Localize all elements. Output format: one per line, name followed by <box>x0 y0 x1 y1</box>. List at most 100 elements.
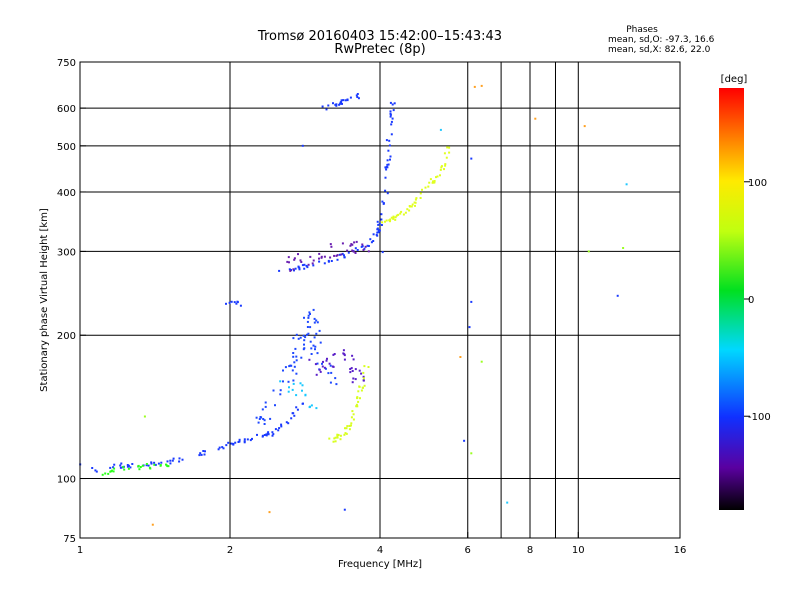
scatter-point <box>394 216 397 219</box>
colorbar-tick-label: -100 <box>748 412 771 423</box>
scatter-point <box>307 332 310 335</box>
scatter-point <box>286 260 289 263</box>
grid-lines <box>80 62 680 538</box>
scatter-point <box>306 266 309 269</box>
scatter-point <box>137 465 140 468</box>
scatter-point <box>344 99 347 102</box>
scatter-point <box>293 414 296 417</box>
scatter-point <box>378 222 381 225</box>
scatter-point <box>311 262 314 265</box>
scatter-point <box>357 97 360 100</box>
scatter-point <box>339 438 342 441</box>
scatter-point <box>356 96 359 98</box>
scatter-point <box>243 440 246 443</box>
scatter-point <box>278 269 281 272</box>
scatter-point <box>238 440 241 443</box>
scatter-point <box>440 166 443 169</box>
scatter-point <box>360 389 363 392</box>
scatter-point <box>309 313 311 315</box>
scatter-point <box>408 209 411 212</box>
scatter-point <box>306 320 309 323</box>
scatter-point <box>468 326 471 329</box>
scatter-point <box>402 213 405 216</box>
phases-heading: Phases <box>626 25 658 35</box>
scatter-point <box>361 386 364 389</box>
colorbar-ticks: 100 0 -100 <box>744 178 771 423</box>
scatter-point <box>287 380 290 383</box>
scatter-point <box>230 442 233 445</box>
scatter-point <box>232 443 235 446</box>
scatter-point <box>354 247 357 250</box>
scatter-point <box>274 428 277 431</box>
scatter-point <box>301 402 304 405</box>
scatter-point <box>335 254 338 257</box>
scatter-point <box>343 358 346 361</box>
scatter-point <box>314 363 317 366</box>
scatter-point <box>101 473 104 476</box>
scatter-point <box>432 180 434 183</box>
scatter-point <box>381 200 384 203</box>
scatter-point <box>388 144 391 147</box>
scatter-point <box>166 465 169 468</box>
scatter-point <box>341 102 343 105</box>
scatter-point <box>310 347 313 350</box>
scatter-point <box>376 227 379 230</box>
scatter-point <box>348 428 351 431</box>
scatter-point <box>349 244 352 247</box>
scatter-point <box>448 151 451 154</box>
scatter-point <box>222 447 225 450</box>
scatter-point <box>293 258 296 261</box>
scatter-point <box>297 265 300 268</box>
scatter-point <box>470 157 473 160</box>
scatter-point <box>288 365 291 368</box>
scatter-point <box>279 380 282 383</box>
x-tick-label: 2 <box>227 545 233 556</box>
scatter-point <box>333 437 336 440</box>
scatter-point <box>126 464 129 466</box>
scatter-point <box>372 233 375 236</box>
scatter-point <box>274 404 276 407</box>
scatter-point <box>428 181 431 184</box>
scatter-point <box>322 360 324 363</box>
scatter-point <box>159 464 162 467</box>
scatter-point <box>339 102 342 105</box>
scatter-point <box>151 523 154 526</box>
scatter-point <box>370 241 373 244</box>
scatter-point <box>389 158 391 161</box>
chart-subtitle: RwPretec (8p) <box>334 42 425 57</box>
scatter-point <box>356 405 359 408</box>
scatter-point <box>284 366 287 369</box>
scatter-point <box>293 257 296 260</box>
scatter-point <box>389 155 392 158</box>
scatter-point <box>267 431 270 434</box>
scatter-point <box>351 410 354 413</box>
scatter-point <box>357 400 360 403</box>
scatter-point <box>362 375 365 378</box>
scatter-point <box>362 377 365 380</box>
colorbar <box>719 88 744 510</box>
scatter-point <box>288 268 291 271</box>
scatter-point <box>363 247 366 250</box>
scatter-point <box>131 463 134 465</box>
scatter-point <box>332 353 335 356</box>
scatter-point <box>352 413 355 416</box>
scatter-point <box>166 460 169 463</box>
scatter-point <box>306 333 308 336</box>
scatter-point <box>352 418 355 421</box>
scatter-point <box>385 166 388 168</box>
scatter-point <box>350 367 353 370</box>
scatter-point <box>327 372 330 375</box>
scatter-point <box>336 254 339 257</box>
scatter-point <box>391 103 394 106</box>
scatter-point <box>225 302 227 305</box>
scatter-point <box>358 369 361 372</box>
scatter-point <box>316 362 319 365</box>
scatter-point <box>160 461 163 464</box>
y-tick-label: 750 <box>57 58 76 69</box>
scatter-point <box>238 438 241 441</box>
scatter-point <box>109 470 112 473</box>
scatter-point <box>109 466 112 469</box>
scatter-point <box>369 238 372 241</box>
scatter-point <box>390 123 393 126</box>
scatter-point <box>389 220 391 223</box>
